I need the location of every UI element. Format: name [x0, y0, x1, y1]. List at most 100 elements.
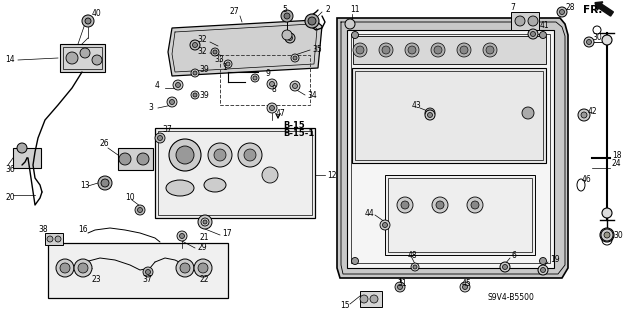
Circle shape — [460, 46, 468, 54]
Text: S9V4-B5500: S9V4-B5500 — [488, 293, 535, 302]
Circle shape — [383, 222, 387, 227]
Polygon shape — [168, 20, 322, 76]
Text: 41: 41 — [540, 21, 550, 31]
Circle shape — [214, 149, 226, 161]
Circle shape — [460, 282, 470, 292]
Circle shape — [351, 32, 358, 39]
Circle shape — [345, 19, 355, 29]
Circle shape — [370, 295, 378, 303]
Circle shape — [293, 56, 297, 60]
Text: 32: 32 — [197, 48, 207, 56]
Circle shape — [238, 143, 262, 167]
Circle shape — [169, 139, 201, 171]
Text: 2: 2 — [325, 4, 330, 13]
Text: 22: 22 — [200, 276, 209, 285]
Text: 6: 6 — [512, 251, 517, 261]
Text: 17: 17 — [222, 229, 232, 239]
Circle shape — [226, 62, 230, 66]
Text: 39: 39 — [199, 65, 209, 75]
Bar — [388, 178, 532, 252]
Text: 29: 29 — [197, 243, 207, 253]
Bar — [351, 34, 550, 263]
Polygon shape — [337, 18, 568, 278]
Circle shape — [586, 40, 591, 44]
Circle shape — [177, 231, 187, 241]
Circle shape — [602, 208, 612, 218]
Circle shape — [211, 48, 219, 56]
Circle shape — [425, 110, 435, 120]
Text: 30: 30 — [613, 231, 623, 240]
Circle shape — [379, 43, 393, 57]
Bar — [355, 71, 543, 160]
Circle shape — [119, 153, 131, 165]
Circle shape — [559, 10, 564, 14]
Circle shape — [145, 270, 150, 275]
Text: 34: 34 — [307, 91, 317, 100]
Circle shape — [157, 136, 163, 140]
Circle shape — [193, 42, 198, 48]
Circle shape — [155, 133, 165, 143]
Bar — [155, 128, 315, 218]
Text: 10: 10 — [125, 194, 134, 203]
Circle shape — [578, 109, 590, 121]
Circle shape — [515, 16, 525, 26]
Text: 43: 43 — [412, 101, 422, 110]
Circle shape — [467, 197, 483, 213]
Text: 21: 21 — [200, 234, 209, 242]
Circle shape — [411, 263, 419, 271]
Circle shape — [540, 257, 547, 264]
Circle shape — [85, 18, 91, 24]
Text: FR.: FR. — [583, 5, 602, 15]
Circle shape — [55, 236, 61, 242]
Circle shape — [287, 35, 292, 41]
Circle shape — [604, 232, 610, 238]
Circle shape — [382, 46, 390, 54]
Circle shape — [224, 60, 232, 68]
Circle shape — [397, 285, 403, 290]
Circle shape — [138, 207, 143, 212]
Circle shape — [502, 264, 508, 270]
Circle shape — [284, 13, 290, 19]
Text: 11: 11 — [350, 4, 360, 13]
Circle shape — [486, 46, 494, 54]
Text: 16: 16 — [78, 226, 88, 234]
Circle shape — [528, 29, 538, 39]
Circle shape — [203, 220, 207, 224]
Circle shape — [483, 43, 497, 57]
Bar — [60, 44, 105, 72]
Circle shape — [191, 69, 199, 77]
Circle shape — [267, 79, 277, 89]
Circle shape — [179, 234, 184, 239]
Circle shape — [191, 91, 199, 99]
Circle shape — [282, 30, 292, 40]
Text: 12: 12 — [327, 170, 337, 180]
Text: 32: 32 — [197, 35, 207, 44]
Bar — [158, 131, 312, 215]
Circle shape — [380, 220, 390, 230]
Ellipse shape — [204, 178, 226, 192]
Circle shape — [167, 97, 177, 107]
FancyArrow shape — [595, 2, 613, 16]
Bar — [48, 243, 228, 298]
Circle shape — [522, 107, 534, 119]
Circle shape — [198, 263, 208, 273]
Circle shape — [432, 197, 448, 213]
Circle shape — [66, 52, 78, 64]
Circle shape — [244, 149, 256, 161]
Text: 37: 37 — [142, 276, 152, 285]
Circle shape — [135, 205, 145, 215]
Text: 7: 7 — [510, 4, 515, 12]
Circle shape — [175, 83, 180, 87]
Text: 20: 20 — [5, 194, 15, 203]
Circle shape — [80, 48, 90, 58]
Text: 28: 28 — [566, 4, 575, 12]
Circle shape — [425, 108, 435, 118]
Text: 38: 38 — [38, 226, 47, 234]
Text: 48: 48 — [408, 250, 418, 259]
Text: 13: 13 — [80, 182, 90, 190]
Text: 40: 40 — [92, 10, 102, 19]
Bar — [347, 30, 554, 268]
Circle shape — [405, 43, 419, 57]
Text: 18: 18 — [612, 151, 621, 160]
Text: 44: 44 — [365, 209, 375, 218]
